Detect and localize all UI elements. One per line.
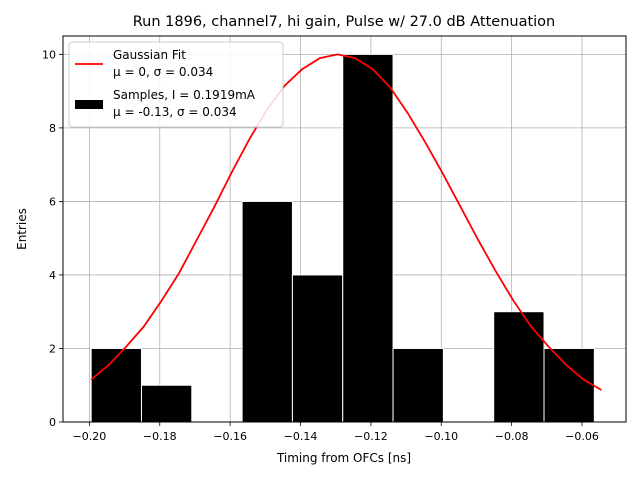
y-tick-label: 4 — [49, 269, 56, 282]
legend-histogram-swatch — [75, 100, 103, 109]
legend-box — [68, 41, 284, 128]
x-tick-label: −0.16 — [213, 430, 247, 443]
y-axis-ticks: 0 2 4 6 8 10 — [42, 48, 63, 429]
x-tick-label: −0.14 — [284, 430, 318, 443]
gaussian-fit-line — [90, 53, 602, 391]
histogram-bar — [291, 274, 344, 423]
y-tick-label: 8 — [49, 122, 56, 135]
y-tick-label: 2 — [49, 342, 56, 355]
legend: Gaussian Fit μ = 0, σ = 0.034 Samples, I… — [68, 41, 284, 128]
x-tick-label: −0.18 — [143, 430, 177, 443]
plot-frame — [62, 35, 627, 423]
histogram-bar — [543, 347, 595, 423]
x-tick-label: −0.12 — [354, 430, 388, 443]
x-axis-label: Timing from OFCs [ns] — [276, 451, 411, 465]
legend-histogram-label-line1: Samples, I = 0.1919mA — [113, 88, 256, 102]
histogram-bars — [90, 53, 595, 423]
histogram-bar — [140, 384, 193, 423]
y-axis-label: Entries — [15, 208, 29, 250]
gaussian-fit-layer — [90, 53, 602, 391]
x-tick-label: −0.08 — [495, 430, 529, 443]
histogram-bar — [493, 311, 545, 423]
x-tick-label: −0.20 — [73, 430, 107, 443]
histogram-bar — [241, 200, 293, 423]
histogram-bar — [342, 53, 394, 423]
y-tick-label: 6 — [49, 195, 56, 208]
histogram-bar — [392, 347, 444, 423]
chart-title: Run 1896, channel7, hi gain, Pulse w/ 27… — [133, 14, 556, 30]
x-tick-label: −0.10 — [424, 430, 458, 443]
y-tick-label: 10 — [42, 48, 56, 61]
x-axis-ticks: −0.20 −0.18 −0.16 −0.14 −0.12 −0.10 −0.08 −0.06 — [73, 422, 599, 443]
legend-fit-label-line1: Gaussian Fit — [113, 48, 186, 62]
x-tick-label: −0.06 — [565, 430, 599, 443]
legend-fit-label-line2: μ = 0, σ = 0.034 — [113, 65, 213, 79]
histogram-bar — [90, 347, 142, 423]
y-tick-label: 0 — [49, 416, 56, 429]
legend-histogram-label-line2: μ = -0.13, σ = 0.034 — [113, 105, 237, 119]
